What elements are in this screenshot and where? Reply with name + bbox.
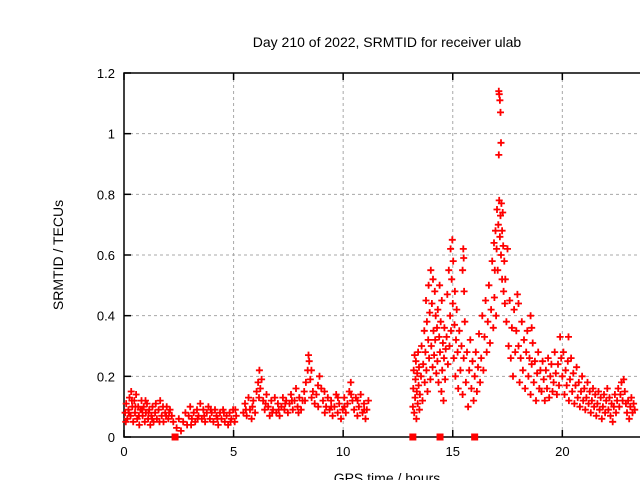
- chart-title: Day 210 of 2022, SRMTID for receiver ula…: [253, 34, 522, 50]
- y-tick-label: 0.6: [97, 248, 115, 263]
- scatter-plus-markers: [121, 87, 639, 435]
- srmtid-scatter-chart: 0 5 10 15 20 0 0.2 0.4 0.6 0.8 1 1.2 Day 210 of 202…: [40, 16, 640, 480]
- axis-square-marker: [409, 433, 417, 441]
- tick-labels: 0 5 10 15 20 0 0.2 0.4 0.6 0.8 1 1.2: [97, 66, 570, 459]
- y-tick-label: 1.2: [97, 66, 115, 81]
- x-tick-label: 15: [446, 444, 460, 459]
- y-tick-label: 1: [108, 127, 115, 142]
- y-axis-label: SRMTID / TECUs: [50, 200, 66, 310]
- x-tick-label: 0: [120, 444, 127, 459]
- y-tick-label: 0.2: [97, 369, 115, 384]
- axes-and-ticks: [123, 72, 640, 438]
- x-tick-label: 10: [336, 444, 350, 459]
- x-tick-label: 5: [230, 444, 237, 459]
- axis-square-marker: [436, 433, 444, 441]
- plot-canvas: 0 5 10 15 20 0 0.2 0.4 0.6 0.8 1 1.2 Day 210 of 202…: [40, 16, 640, 480]
- y-tick-label: 0.8: [97, 187, 115, 202]
- y-tick-label: 0: [108, 430, 115, 445]
- y-tick-label: 0.4: [97, 309, 115, 324]
- x-tick-label: 20: [555, 444, 569, 459]
- data-points: [121, 87, 639, 441]
- x-axis-label: GPS time / hours: [334, 470, 441, 480]
- axis-square-marker: [171, 433, 179, 441]
- axis-square-marker: [471, 433, 479, 441]
